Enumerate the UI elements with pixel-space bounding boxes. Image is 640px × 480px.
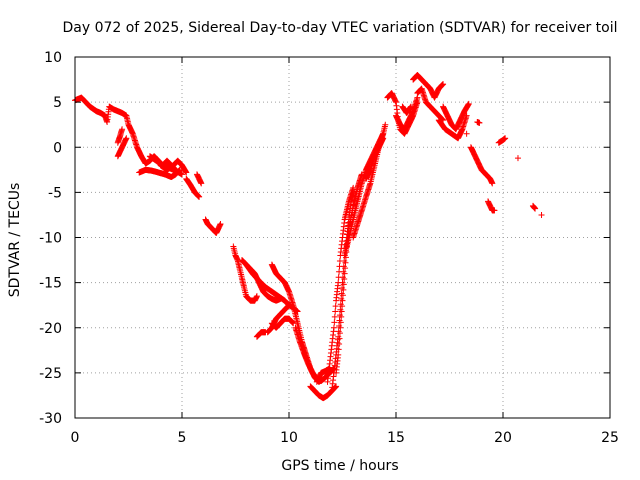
data-point [465, 100, 472, 107]
data-point [407, 103, 414, 110]
data-point [491, 207, 498, 214]
data-point [380, 130, 387, 137]
y-tick-label: -25 [39, 366, 62, 382]
x-tick-label: 15 [387, 430, 405, 446]
data-point [331, 319, 338, 326]
data-point [440, 81, 447, 88]
data-point [341, 276, 348, 283]
y-tick-label: 5 [53, 95, 62, 111]
data-point [340, 286, 347, 293]
data-point [336, 335, 343, 342]
y-tick-label: 10 [44, 50, 62, 66]
data-point [331, 313, 338, 320]
data-point [333, 383, 340, 390]
data-point [183, 169, 190, 176]
data-point [336, 340, 343, 347]
data-point [476, 119, 483, 126]
data-point [253, 293, 260, 300]
data-point [335, 351, 342, 358]
data-point [179, 171, 185, 178]
y-tick-label: -10 [39, 231, 62, 247]
data-point [341, 270, 348, 277]
data-points [72, 72, 545, 402]
x-axis-label: GPS time / hours [281, 458, 398, 474]
data-point [463, 112, 470, 119]
chart-title: Day 072 of 2025, Sidereal Day-to-day VTE… [62, 20, 617, 36]
data-point [342, 265, 349, 272]
data-point [463, 130, 470, 137]
data-point [489, 180, 496, 187]
data-point [332, 308, 339, 315]
data-point [382, 121, 389, 128]
y-tick-label: -5 [48, 185, 62, 201]
y-tick-label: 0 [53, 140, 62, 156]
axis-ticks: 0 5 10 15 20 25 -30 -25 -20 -15 -10 -5 0 5 10 [39, 50, 619, 446]
x-tick-label: 10 [280, 430, 298, 446]
data-point [123, 135, 130, 142]
y-tick-label: -15 [39, 276, 62, 292]
x-tick-label: 5 [178, 430, 187, 446]
data-point [119, 126, 126, 133]
data-point [339, 292, 346, 299]
y-tick-label: -20 [39, 321, 62, 337]
data-point [339, 297, 346, 304]
data-point [338, 313, 345, 320]
data-point [502, 135, 509, 142]
data-point [342, 259, 349, 266]
data-point [339, 303, 346, 310]
data-point [196, 193, 203, 200]
data-point [514, 155, 521, 162]
data-point [538, 211, 545, 218]
data-point [337, 324, 344, 331]
x-tick-label: 25 [601, 430, 619, 446]
y-axis-label: SDTVAR / TECUs [7, 183, 23, 298]
data-point [335, 346, 342, 353]
data-point [340, 281, 347, 288]
data-point [198, 180, 205, 187]
data-point [332, 303, 339, 310]
data-point [338, 308, 345, 315]
data-point [350, 189, 357, 196]
x-tick-label: 0 [71, 430, 80, 446]
data-point [532, 205, 539, 212]
y-tick-label: -30 [39, 411, 62, 427]
x-tick-label: 20 [494, 430, 512, 446]
data-point [217, 220, 224, 227]
data-point [330, 324, 337, 331]
data-point [336, 330, 343, 337]
data-point [337, 319, 344, 326]
